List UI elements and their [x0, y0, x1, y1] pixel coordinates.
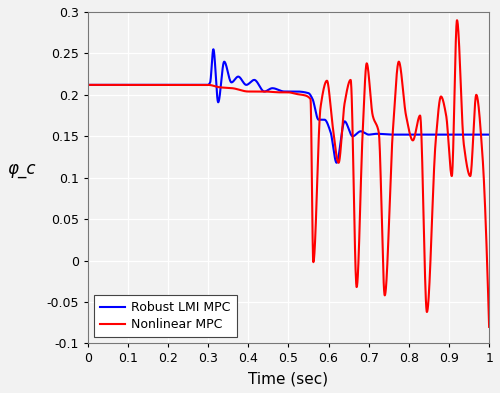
Nonlinear MPC [84, 83, 90, 87]
Robust LMI MPC [474, 132, 480, 137]
Nonlinear MPC [270, 90, 276, 94]
Nonlinear MPC [486, 325, 492, 329]
Robust LMI MPC [84, 83, 90, 87]
Robust LMI MPC [210, 47, 216, 51]
Line: Nonlinear MPC: Nonlinear MPC [88, 20, 489, 327]
Nonlinear MPC [454, 18, 460, 22]
Nonlinear MPC [474, 96, 480, 101]
Nonlinear MPC [474, 97, 480, 102]
Nonlinear MPC [280, 90, 286, 95]
Legend: Robust LMI MPC, Nonlinear MPC: Robust LMI MPC, Nonlinear MPC [94, 295, 237, 337]
Robust LMI MPC [475, 132, 481, 137]
Y-axis label: φ_c: φ_c [7, 160, 36, 178]
Robust LMI MPC [280, 89, 286, 94]
X-axis label: Time (sec): Time (sec) [248, 371, 328, 386]
Robust LMI MPC [270, 86, 276, 90]
Nonlinear MPC [401, 95, 407, 100]
Robust LMI MPC [105, 83, 111, 87]
Nonlinear MPC [105, 83, 111, 87]
Robust LMI MPC [334, 160, 340, 165]
Robust LMI MPC [401, 132, 407, 137]
Robust LMI MPC [486, 132, 492, 137]
Line: Robust LMI MPC: Robust LMI MPC [88, 49, 489, 163]
